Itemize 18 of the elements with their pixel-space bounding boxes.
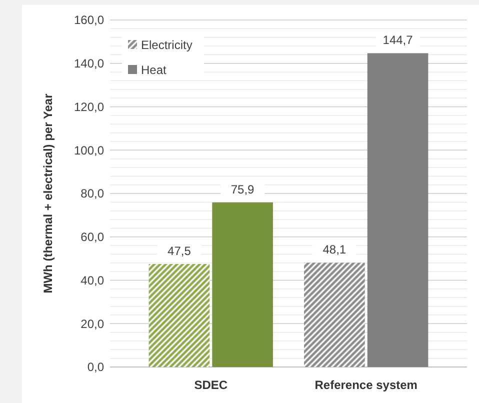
y-tick-label: 80,0 bbox=[80, 186, 104, 201]
x-tick-label: Reference system bbox=[314, 378, 418, 392]
y-tick-label: 120,0 bbox=[74, 100, 104, 114]
text: 75,9 bbox=[230, 182, 254, 196]
y-tick-label: 20,0 bbox=[80, 316, 104, 331]
y-tick-label: 60,0 bbox=[80, 230, 104, 244]
y-axis-title: MWh (thermal + electrical) per Year bbox=[41, 93, 55, 294]
y-tick-label: 160,0 bbox=[74, 13, 104, 28]
x-tick-label: SDEC bbox=[194, 378, 228, 392]
legend-label: Heat bbox=[141, 63, 168, 77]
text: 48,1 bbox=[322, 242, 346, 257]
y-tick-label: 100,0 bbox=[74, 143, 104, 158]
text: 144,7 bbox=[382, 33, 413, 48]
legend-label: Electricity bbox=[141, 38, 192, 52]
y-tick-label: 140,0 bbox=[74, 56, 104, 71]
text: 47,5 bbox=[168, 244, 191, 258]
y-tick-label: 0,0 bbox=[87, 360, 104, 374]
y-tick-label: 40,0 bbox=[80, 273, 104, 288]
